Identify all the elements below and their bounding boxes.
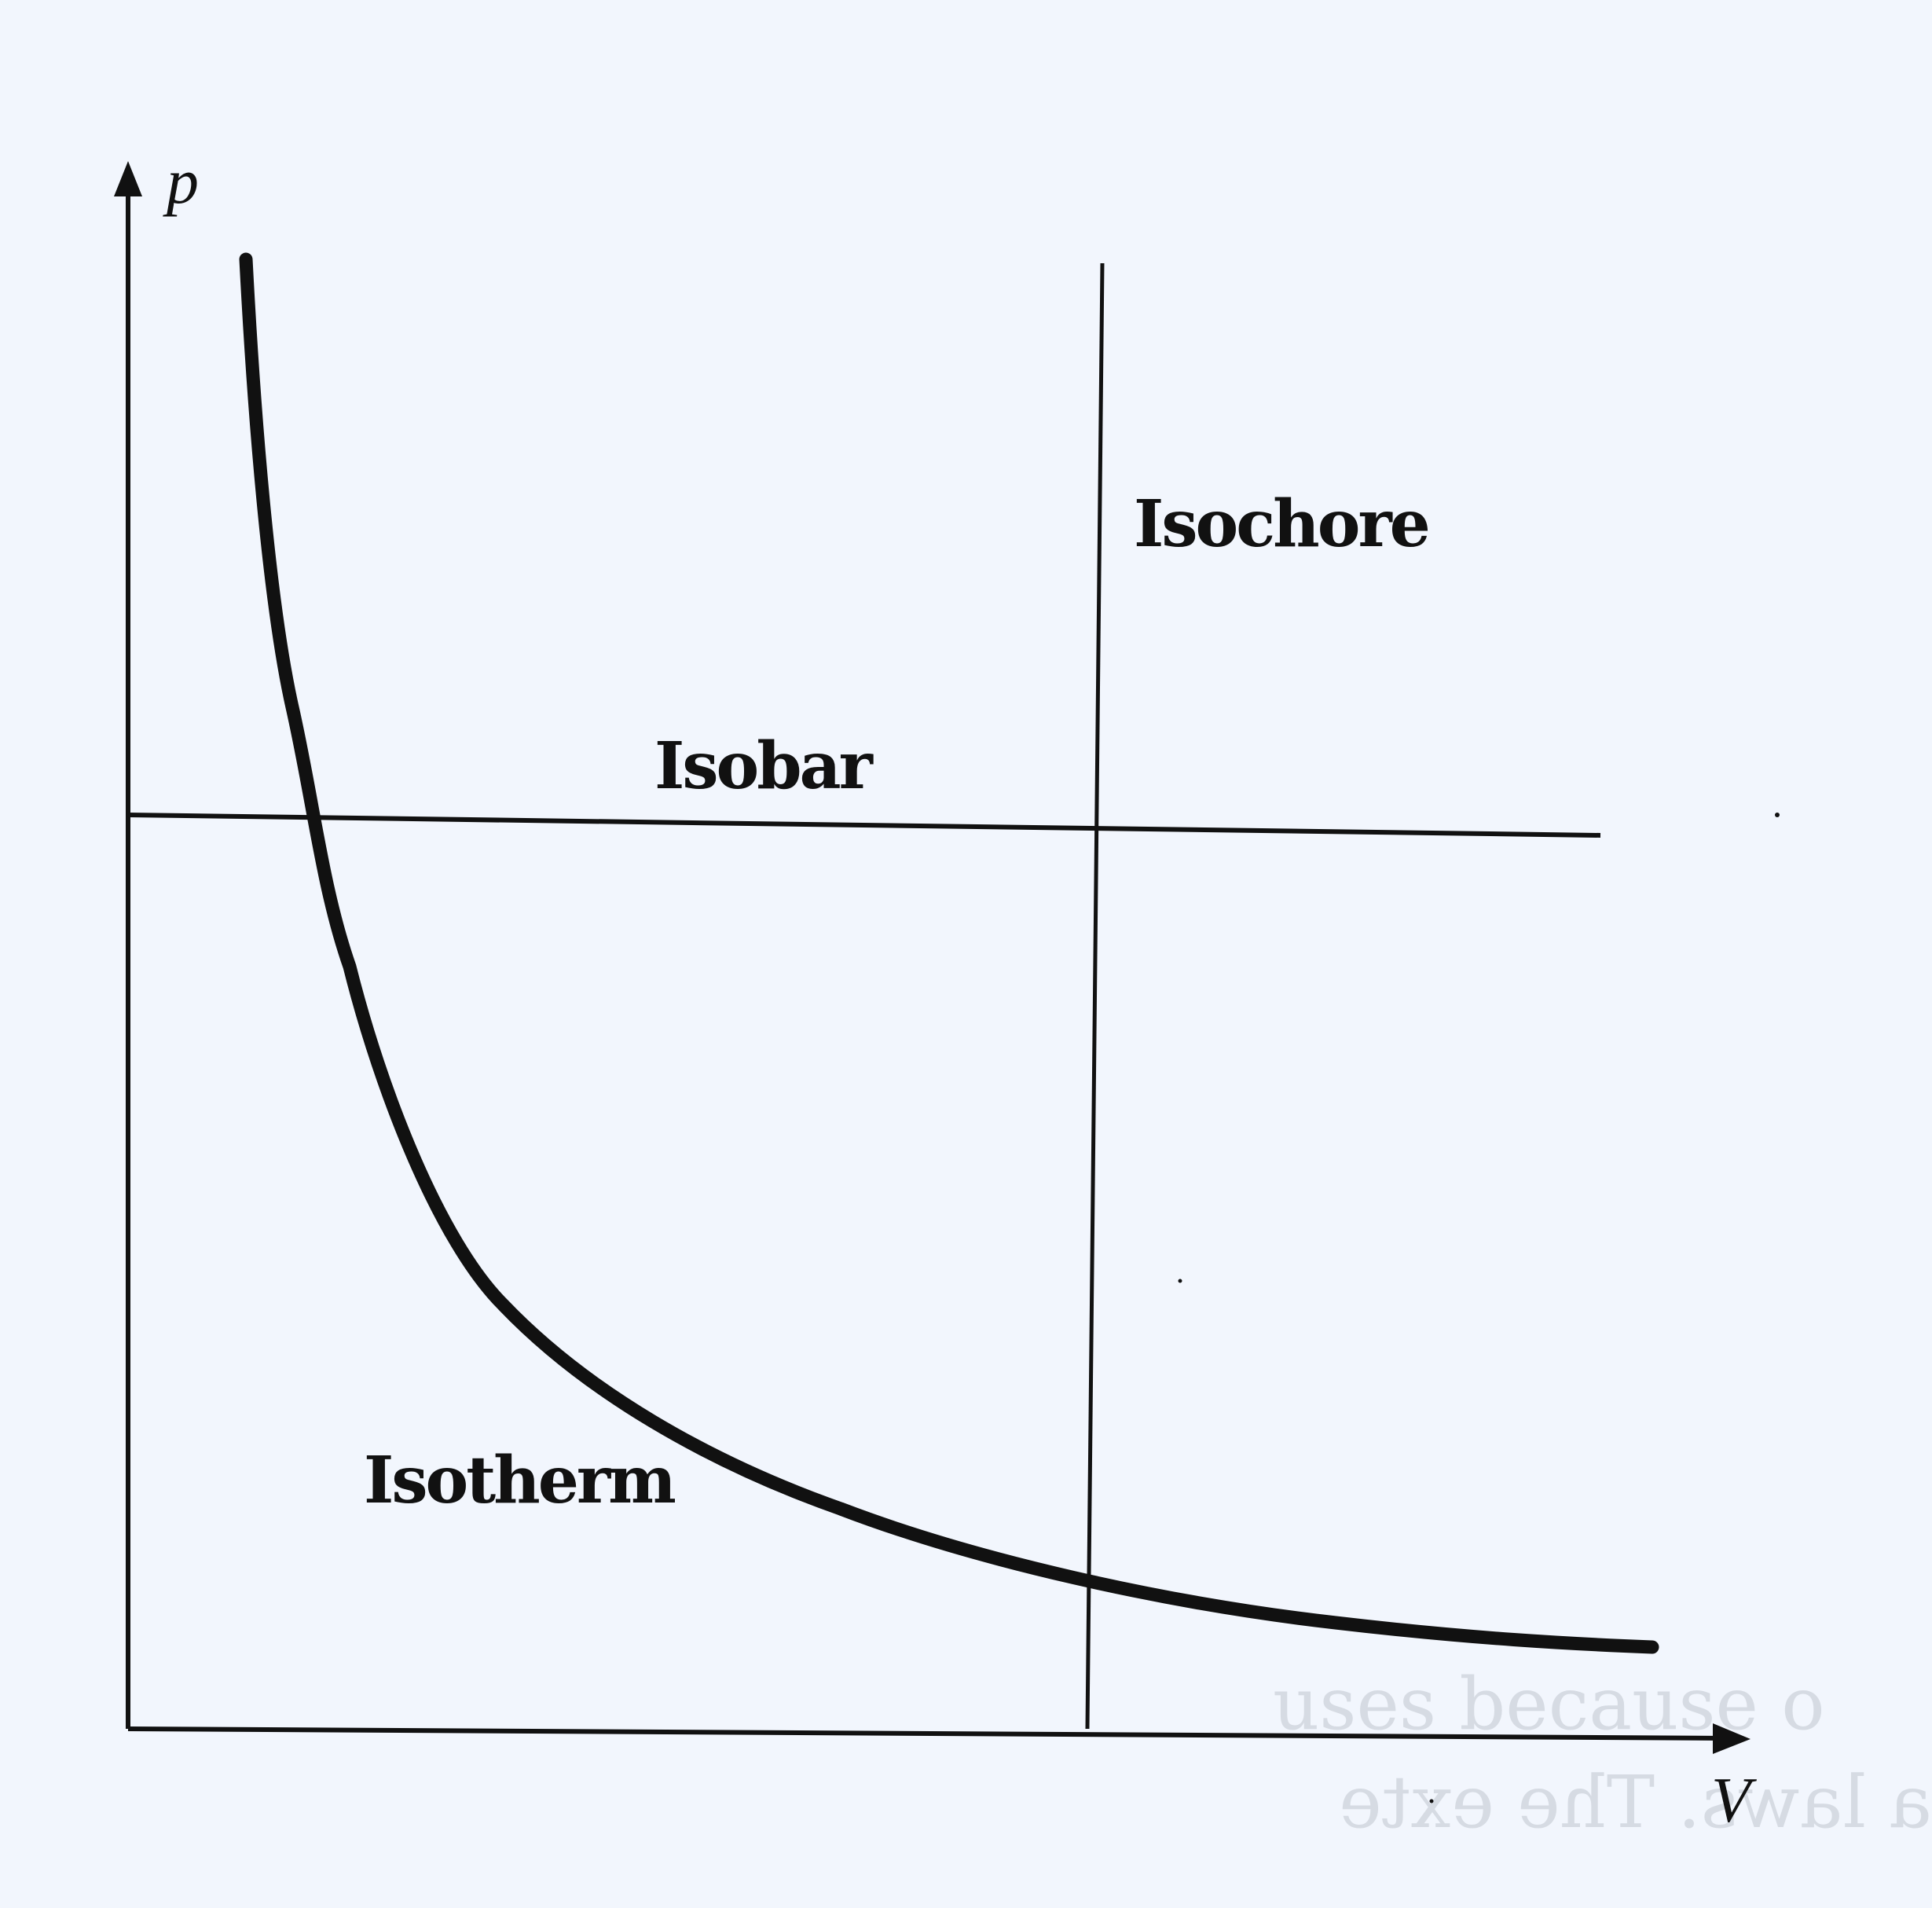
isotherm-label: Isotherm bbox=[364, 1443, 675, 1518]
isochore-label: Isochore bbox=[1134, 486, 1428, 562]
isochore-line bbox=[1085, 262, 1105, 1730]
x-axis-label: V bbox=[1711, 1764, 1757, 1836]
y-axis-arrowhead bbox=[114, 161, 142, 196]
isobar-label: Isobar bbox=[654, 728, 874, 804]
bleed-through-text: uses because o a laws. The exte bbox=[1273, 1662, 1932, 1844]
x-axis-arrowhead bbox=[1713, 1723, 1751, 1754]
isotherm-curve bbox=[239, 252, 1659, 1654]
y-axis bbox=[114, 161, 142, 1729]
speck bbox=[1429, 1799, 1434, 1803]
bleed-through-line-1: uses because o bbox=[1273, 1662, 1825, 1746]
x-axis bbox=[127, 1723, 1751, 1754]
x-axis-line bbox=[127, 1726, 1725, 1741]
bleed-through-line-2: a laws. The exte bbox=[1339, 1760, 1932, 1844]
speck bbox=[1178, 1279, 1182, 1283]
isobar-line bbox=[127, 813, 1601, 838]
speck bbox=[1775, 813, 1780, 817]
y-axis-label: p bbox=[163, 145, 199, 217]
